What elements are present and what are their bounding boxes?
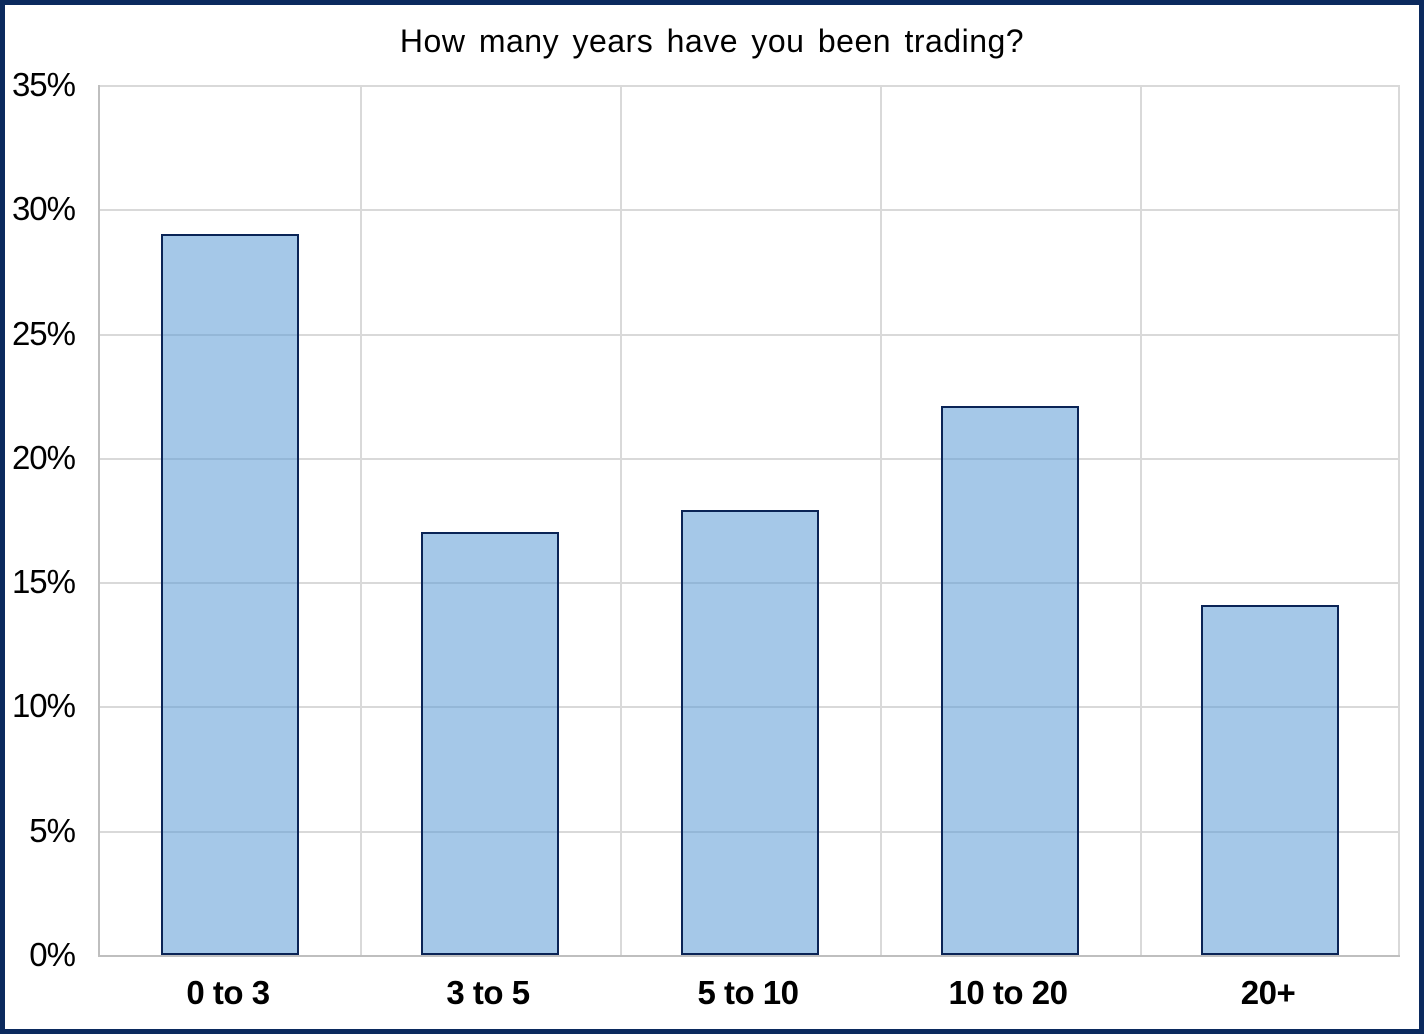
x-category-label-20+: 20+ <box>1240 974 1296 1011</box>
plot-area <box>98 85 1400 957</box>
gridline-25pct <box>100 333 1400 336</box>
gridline-30pct <box>100 209 1400 212</box>
gridline-col-2 <box>620 85 622 955</box>
y-tick-label-25pct: 25% <box>11 314 76 352</box>
x-category-label-3-to-5: 3 to 5 <box>446 974 530 1011</box>
gridline-20pct <box>100 457 1400 460</box>
y-tick-label-35pct: 35% <box>11 66 76 103</box>
gridline-col-3 <box>880 85 882 955</box>
gridline-col-4 <box>1140 85 1142 955</box>
y-tick-label-5pct: 5% <box>29 811 76 849</box>
bar-5-to-10 <box>681 510 819 955</box>
bar-10-to-20 <box>941 405 1079 955</box>
gridline-35pct <box>100 85 1400 87</box>
bar-3-to-5 <box>421 532 559 955</box>
y-tick-label-10pct: 10% <box>11 687 76 725</box>
x-category-label-0-to-3: 0 to 3 <box>186 974 270 1011</box>
bar-20+ <box>1201 604 1339 955</box>
y-tick-label-30pct: 30% <box>11 190 76 228</box>
x-category-label-5-to-10: 5 to 10 <box>697 974 799 1011</box>
gridline-col-1 <box>360 85 362 955</box>
bar-0-to-3 <box>161 234 299 955</box>
gridline-col-5 <box>1398 85 1400 955</box>
y-tick-label-0pct: 0% <box>29 936 76 973</box>
y-tick-label-20pct: 20% <box>11 438 76 476</box>
chart-title: How many years have you been trading? <box>399 23 1025 59</box>
x-category-label-10-to-20: 10 to 20 <box>948 974 1068 1011</box>
y-tick-label-15pct: 15% <box>11 563 76 601</box>
